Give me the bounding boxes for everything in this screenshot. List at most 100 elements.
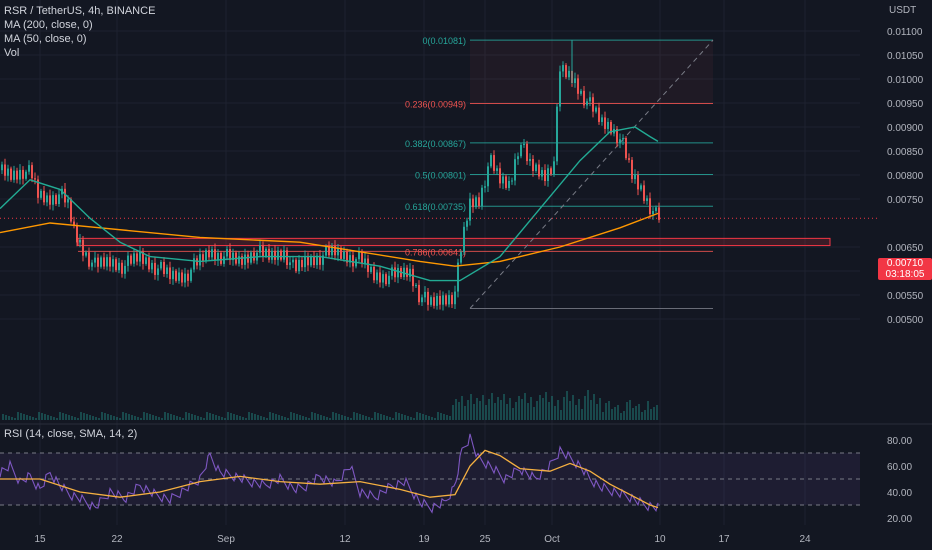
candle-body <box>550 168 552 175</box>
candle-body <box>103 257 105 267</box>
candle-body <box>100 257 102 267</box>
candle-body <box>328 246 330 256</box>
volume-bar <box>338 414 340 420</box>
volume-bar <box>521 399 523 420</box>
volume-bar <box>395 412 397 420</box>
volume-bar <box>365 416 367 420</box>
volume-bar <box>89 415 91 420</box>
volume-bar <box>314 413 316 420</box>
volume-bar <box>503 394 505 420</box>
candle-body <box>427 291 429 305</box>
legend-ma200[interactable]: MA (200, close, 0) <box>4 19 93 31</box>
candle-body <box>325 246 327 256</box>
candle-body <box>625 138 627 159</box>
candle-body <box>508 181 510 188</box>
candle-body <box>511 180 513 182</box>
volume-bar <box>122 412 124 420</box>
volume-bar <box>239 416 241 420</box>
volume-bar <box>167 413 169 420</box>
volume-bar <box>323 416 325 420</box>
time-axis[interactable]: 15 22 Sep 12 19 25 Oct 10 17 24 <box>34 534 811 545</box>
candle-body <box>10 168 12 180</box>
volume-bar <box>170 414 172 420</box>
legend-symbol[interactable]: RSR / TetherUS, 4h, BINANCE <box>4 5 156 17</box>
candle-body <box>121 262 123 274</box>
candle-body <box>418 284 420 303</box>
volume-bar <box>329 418 331 420</box>
volume-bar <box>458 402 460 420</box>
volume-bar <box>317 414 319 420</box>
candle-body <box>412 268 414 287</box>
volume-bar <box>116 417 118 420</box>
volume-bar <box>179 417 181 420</box>
volume-bar <box>158 417 160 420</box>
volume-bar <box>473 404 475 420</box>
candle-body <box>295 259 297 272</box>
candle-body <box>292 259 294 263</box>
candle-body <box>31 165 33 179</box>
fibonacci-retracement[interactable]: 0(0.01081) 0.236(0.00949) 0.382(0.00867) 0.… <box>78 36 714 309</box>
price-tick-label: 0.00950 <box>887 99 924 110</box>
volume-bar <box>488 399 490 420</box>
candle-body <box>184 273 186 283</box>
legend-volume[interactable]: Vol <box>4 47 20 59</box>
volume-bar <box>182 418 184 420</box>
candle-body <box>631 159 633 180</box>
volume-bar <box>491 393 493 420</box>
candle-body <box>259 245 261 253</box>
candle-body <box>280 250 282 260</box>
price-tick-label: 0.01050 <box>887 51 924 62</box>
legend-ma50[interactable]: MA (50, close, 0) <box>4 33 87 45</box>
volume-bar <box>449 416 451 420</box>
candle-body <box>106 257 108 267</box>
volume-bar <box>599 398 601 420</box>
price-axis[interactable]: 0.01100 0.01050 0.01000 0.00950 0.00900 0.008… <box>887 27 924 525</box>
volume-bar <box>260 416 262 420</box>
candle-body <box>484 186 486 188</box>
candle-body <box>85 252 87 256</box>
volume-bar <box>293 413 295 420</box>
candle-body <box>409 268 411 277</box>
candle-body <box>580 90 582 94</box>
legend-rsi[interactable]: RSI (14, close, SMA, 14, 2) <box>4 428 138 440</box>
volume-bar <box>248 412 250 420</box>
candle-body <box>379 272 381 283</box>
time-tick-label: 17 <box>718 534 730 545</box>
volume-bar <box>71 416 73 420</box>
volume-bar <box>533 407 535 420</box>
volume-bar <box>356 413 358 420</box>
rsi-tick-label: 60.00 <box>887 462 912 473</box>
candle-body <box>544 170 546 181</box>
candle-body <box>556 106 558 162</box>
volume-bar <box>518 396 520 420</box>
volume-bar <box>203 418 205 420</box>
candle-body <box>421 297 423 303</box>
volume-bar <box>629 400 631 420</box>
time-tick-label: 15 <box>34 534 46 545</box>
volume-bar <box>524 393 526 420</box>
candle-body <box>313 255 315 266</box>
candle-body <box>364 258 366 264</box>
volume-bar <box>251 413 253 420</box>
volume-bar <box>65 414 67 420</box>
volume-bar <box>83 413 85 420</box>
volume-bar <box>404 415 406 420</box>
candle-body <box>16 170 18 180</box>
volume-bar <box>305 417 307 420</box>
volume-bar <box>605 403 607 420</box>
volume-bar <box>437 412 439 420</box>
volume-bar <box>284 417 286 420</box>
volume-bars <box>2 390 658 420</box>
volume-bar <box>656 405 658 420</box>
candle-body <box>463 226 465 253</box>
time-tick-label: Sep <box>217 534 235 545</box>
volume-bar <box>527 403 529 420</box>
volume-bar <box>86 414 88 420</box>
candle-body <box>247 254 249 263</box>
volume-bar <box>635 406 637 420</box>
candle-body <box>283 250 285 260</box>
candle-body <box>340 247 342 259</box>
candle-body <box>454 291 456 305</box>
candle-body <box>475 197 477 208</box>
